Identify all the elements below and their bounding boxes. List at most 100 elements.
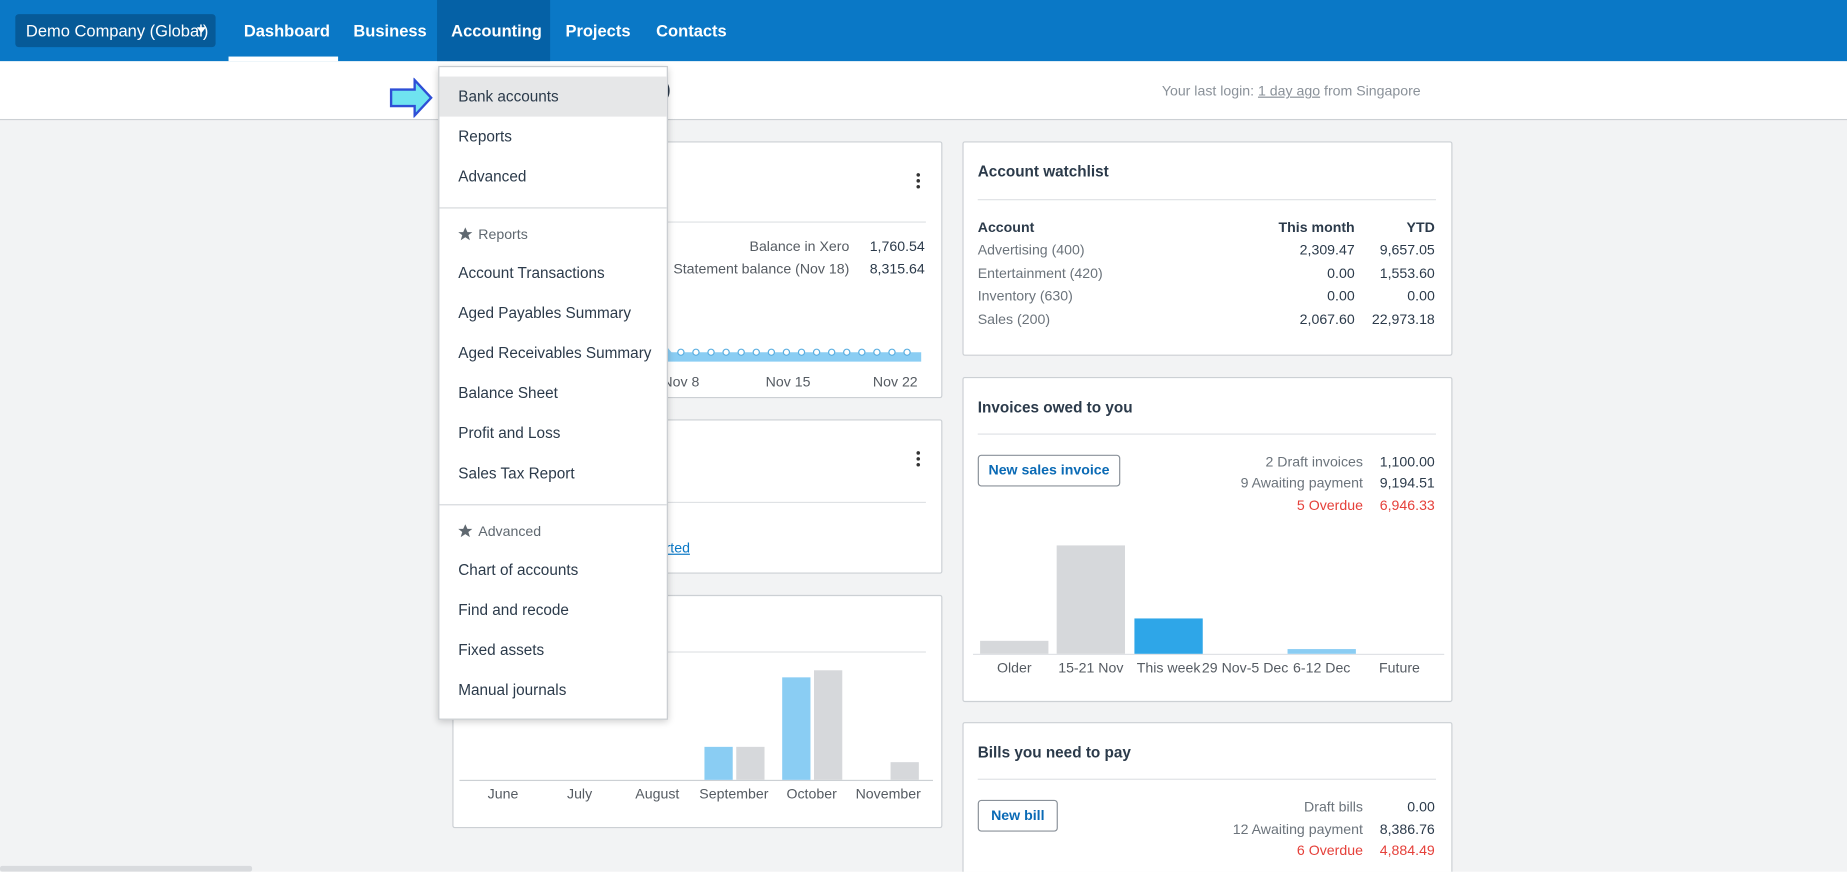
menu-item[interactable]: Bank accounts: [458, 87, 559, 105]
menu-item[interactable]: Fixed assets: [458, 640, 545, 659]
dot: [916, 173, 921, 177]
cell: 0.00: [1407, 287, 1435, 304]
bar: [980, 640, 1049, 654]
menu-item[interactable]: Profit and Loss: [458, 424, 561, 442]
link[interactable]: rted: [665, 539, 690, 557]
balance-area-chart: [659, 345, 922, 362]
nav-active-bg: [437, 0, 551, 62]
menu-item[interactable]: Sales Tax Report: [458, 464, 575, 482]
summary-value: 9,194.51: [1379, 474, 1435, 492]
summary-value: 6,946.33: [1379, 497, 1435, 514]
summary-value: 8,386.76: [1379, 821, 1435, 838]
card-title: Account watchlist: [977, 162, 1109, 181]
last-login-prefix: Your last login:: [1161, 82, 1255, 99]
bar: [1287, 649, 1356, 654]
x-axis-label: Older: [996, 659, 1032, 677]
divider: [977, 433, 1436, 435]
top-bar: [0, 0, 1847, 62]
dot: [916, 451, 921, 455]
dropdown-menu: Bank accounts Reports Advanced Reports Accou…: [438, 65, 668, 720]
summary-label: 5 Overdue: [1296, 497, 1363, 514]
account-name[interactable]: Sales (200): [977, 310, 1051, 328]
nav-item[interactable]: Contacts: [656, 21, 727, 41]
x-axis-label: October: [786, 785, 837, 803]
nav-underline: [228, 56, 339, 62]
card-title: Bills you need to pay: [977, 743, 1131, 761]
menu-item[interactable]: Reports: [458, 127, 512, 145]
cell: 2,309.47: [1299, 241, 1355, 258]
star-icon: [458, 227, 473, 241]
bar: [736, 746, 765, 780]
summary-label: 9 Awaiting payment: [1240, 474, 1363, 492]
cell: 2,067.60: [1299, 310, 1355, 328]
divider: [439, 504, 667, 506]
menu-item[interactable]: Account Transactions: [458, 263, 605, 282]
menu-item[interactable]: Find and recode: [458, 600, 569, 619]
star-icon: [458, 524, 473, 538]
divider: [467, 651, 926, 653]
watchlist-card: [962, 141, 1453, 356]
divider: [977, 199, 1436, 201]
x-axis-label: Nov 15: [765, 373, 811, 390]
x-axis-label: Nov 22: [872, 373, 918, 390]
menu-item[interactable]: Aged Receivables Summary: [458, 343, 652, 362]
button-label[interactable]: New sales invoice: [988, 461, 1110, 479]
menu-item[interactable]: Balance Sheet: [458, 384, 558, 402]
dot: [916, 462, 921, 467]
menu-section-title: Reports: [478, 226, 528, 243]
cell: 0.00: [1327, 265, 1355, 282]
menu-item[interactable]: Chart of accounts: [458, 560, 579, 579]
nav-item[interactable]: Dashboard: [243, 21, 330, 41]
last-login-link[interactable]: 1 day ago: [1257, 82, 1321, 99]
menu-item[interactable]: Advanced: [458, 167, 527, 185]
bar: [1134, 618, 1203, 654]
button[interactable]: [977, 454, 1121, 487]
summary-label: 6 Overdue: [1296, 842, 1363, 859]
nav-item[interactable]: Business: [353, 21, 427, 41]
divider: [439, 207, 667, 209]
summary-label: Draft bills: [1304, 798, 1363, 816]
cell: 22,973.18: [1371, 310, 1435, 328]
dot: [916, 184, 921, 189]
account-name[interactable]: Inventory (630): [977, 287, 1073, 304]
bar: [890, 762, 919, 780]
caret: [196, 27, 207, 33]
menu-highlight: [439, 76, 667, 117]
company-switcher[interactable]: [15, 14, 216, 48]
menu-item[interactable]: Aged Payables Summary: [458, 303, 632, 322]
x-axis-label: June: [487, 785, 519, 803]
summary-value: 1,100.00: [1379, 453, 1435, 471]
dot: [916, 179, 921, 183]
summary-label: 12 Awaiting payment: [1232, 821, 1363, 838]
summary-label: 2 Draft invoices: [1265, 453, 1363, 471]
button-label[interactable]: New bill: [991, 806, 1045, 824]
bar: [782, 677, 811, 780]
cell: 0.00: [1327, 287, 1355, 304]
balance-label: Balance in Xero: [749, 237, 850, 255]
menu-item[interactable]: Manual journals: [458, 680, 567, 699]
bar: [813, 670, 843, 780]
column-header: Account: [977, 219, 1035, 236]
bills-card: [962, 722, 1453, 872]
nav-item[interactable]: Accounting: [451, 21, 542, 41]
divider: [467, 221, 926, 223]
x-axis-label: Future: [1379, 659, 1420, 677]
account-name[interactable]: Entertainment (420): [977, 265, 1103, 282]
company-name[interactable]: Demo Company (Global): [25, 21, 209, 41]
account-name[interactable]: Advertising (400): [977, 241, 1085, 258]
pointer-arrow: [389, 77, 433, 118]
baseline: [459, 779, 933, 782]
cell: 9,657.05: [1379, 241, 1435, 258]
button[interactable]: [977, 799, 1058, 832]
x-axis-label: 15-21 Nov: [1058, 659, 1124, 677]
balance-value: 8,315.64: [869, 260, 925, 277]
bar: [1056, 545, 1125, 654]
x-axis-label: November: [855, 785, 921, 803]
divider: [977, 778, 1436, 780]
x-axis-label: 29 Nov-5 Dec: [1201, 659, 1289, 677]
x-axis-label: 6-12 Dec: [1293, 659, 1351, 677]
card-title: Invoices owed to you: [977, 398, 1133, 416]
nav-item[interactable]: Projects: [565, 21, 631, 41]
